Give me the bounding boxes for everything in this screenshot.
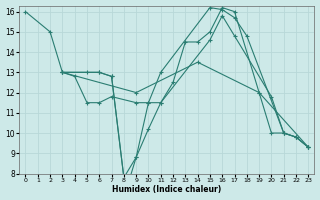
X-axis label: Humidex (Indice chaleur): Humidex (Indice chaleur): [112, 185, 221, 194]
